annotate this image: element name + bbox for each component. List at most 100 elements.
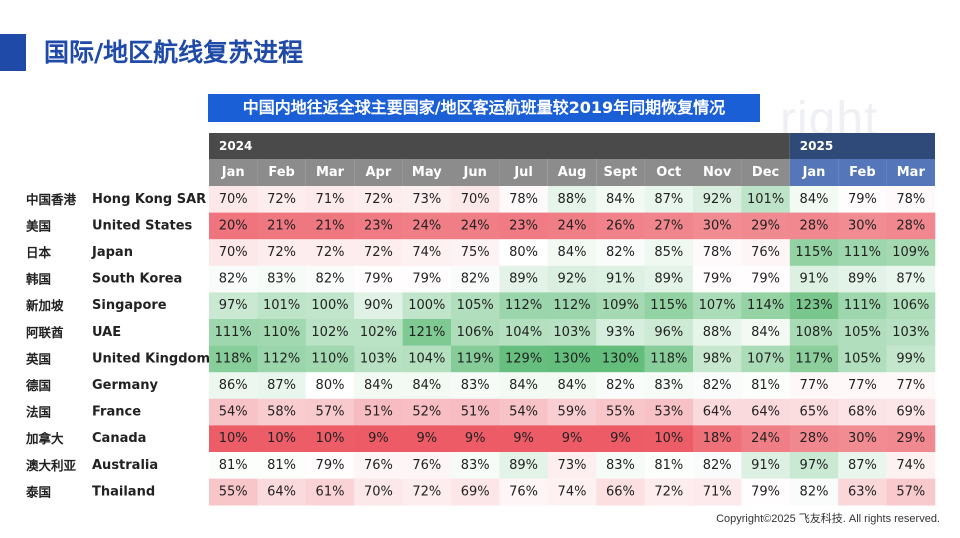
cell-value: 55% bbox=[219, 484, 248, 499]
cell-value: 93% bbox=[606, 325, 635, 340]
cell-value: 90% bbox=[364, 298, 393, 313]
heatmap-cell bbox=[209, 239, 258, 267]
cell-value: 103% bbox=[892, 325, 929, 340]
heatmap-cell bbox=[305, 292, 355, 320]
cell-value: 10% bbox=[219, 431, 248, 446]
cell-value: 55% bbox=[606, 405, 635, 420]
heatmap-cell bbox=[547, 239, 597, 267]
cell-value: 91% bbox=[800, 272, 829, 287]
cell-value: 112% bbox=[553, 298, 590, 313]
heatmap-cell bbox=[354, 186, 403, 213]
heatmap-cell bbox=[209, 319, 258, 346]
heatmap-cell bbox=[741, 265, 791, 293]
heatmap-cell bbox=[354, 398, 403, 426]
cell-value: 82% bbox=[219, 272, 248, 287]
cell-value: 84% bbox=[751, 325, 780, 340]
heatmap-cell bbox=[886, 372, 936, 400]
heatmap-cell bbox=[209, 186, 258, 213]
cell-value: 9% bbox=[368, 431, 389, 446]
cell-value: 89% bbox=[848, 272, 877, 287]
heatmap-cell bbox=[644, 372, 694, 400]
heatmap-cell bbox=[257, 425, 307, 453]
month-header-cell bbox=[451, 159, 500, 186]
cell-value: 78% bbox=[703, 245, 732, 260]
heatmap-cell bbox=[354, 478, 403, 506]
heatmap-cell bbox=[693, 372, 742, 400]
heatmap-cell bbox=[209, 345, 258, 373]
heatmap-cell bbox=[886, 212, 936, 240]
cell-value: 30% bbox=[848, 218, 877, 233]
cell-value: 26% bbox=[606, 218, 635, 233]
cell-value: 66% bbox=[606, 484, 635, 499]
cell-value: 10% bbox=[654, 431, 683, 446]
heatmap-cell bbox=[693, 319, 742, 346]
cell-value: 51% bbox=[461, 405, 490, 420]
cell-value: 82% bbox=[703, 458, 732, 473]
row-label-cn: 韩国 bbox=[26, 272, 51, 287]
cell-value: 103% bbox=[553, 325, 590, 340]
heatmap-cell bbox=[886, 186, 936, 213]
heatmap-cell bbox=[402, 292, 452, 320]
cell-value: 119% bbox=[457, 351, 494, 366]
cell-value: 54% bbox=[219, 405, 248, 420]
cell-value: 70% bbox=[364, 484, 393, 499]
heatmap-cell bbox=[499, 452, 549, 479]
cell-value: 114% bbox=[747, 298, 784, 313]
cell-value: 29% bbox=[896, 431, 925, 446]
cell-value: 77% bbox=[896, 378, 925, 393]
cell-value: 81% bbox=[751, 378, 780, 393]
heatmap-cell bbox=[499, 292, 549, 320]
cell-value: 84% bbox=[364, 378, 393, 393]
heatmap-cell bbox=[305, 212, 355, 240]
cell-value: 24% bbox=[558, 218, 587, 233]
heatmap-cell bbox=[886, 452, 936, 479]
cell-value: 23% bbox=[364, 218, 393, 233]
cell-value: 83% bbox=[461, 458, 490, 473]
heatmap-cell bbox=[838, 345, 887, 373]
heatmap-cell bbox=[547, 319, 597, 346]
month-header-cell bbox=[886, 159, 935, 186]
month-label: Jun bbox=[463, 165, 487, 180]
cell-value: 77% bbox=[848, 378, 877, 393]
cell-value: 71% bbox=[316, 192, 345, 207]
heatmap-cell bbox=[789, 345, 839, 373]
cell-value: 79% bbox=[703, 272, 732, 287]
cell-value: 76% bbox=[412, 458, 441, 473]
cell-value: 83% bbox=[654, 378, 683, 393]
cell-value: 52% bbox=[412, 405, 441, 420]
heatmap-cell bbox=[596, 186, 645, 213]
cell-value: 86% bbox=[219, 378, 248, 393]
cell-value: 18% bbox=[703, 431, 732, 446]
month-label: Feb bbox=[849, 165, 875, 180]
heatmap-cell bbox=[451, 425, 500, 453]
row-label-cn: 美国 bbox=[26, 218, 51, 233]
cell-value: 121% bbox=[408, 325, 445, 340]
heatmap-cell bbox=[499, 478, 549, 506]
cell-value: 105% bbox=[844, 351, 881, 366]
heatmap-cell bbox=[257, 345, 307, 373]
cell-value: 100% bbox=[408, 298, 445, 313]
cell-value: 28% bbox=[800, 218, 829, 233]
cell-value: 24% bbox=[461, 218, 490, 233]
heatmap-cell bbox=[451, 212, 500, 240]
cell-value: 118% bbox=[650, 351, 687, 366]
heatmap-cell bbox=[402, 478, 452, 506]
row-label-en: France bbox=[92, 405, 141, 420]
cell-value: 69% bbox=[461, 484, 490, 499]
heatmap-cell bbox=[741, 398, 791, 426]
cell-value: 28% bbox=[896, 218, 925, 233]
row-label-en: United Kingdom bbox=[92, 351, 210, 366]
row-label-en: UAE bbox=[92, 325, 121, 340]
heatmap-cell bbox=[596, 478, 645, 506]
cell-value: 96% bbox=[654, 325, 683, 340]
heatmap-cell bbox=[257, 239, 307, 267]
row-label-cn: 澳大利亚 bbox=[26, 458, 77, 473]
cell-value: 102% bbox=[360, 325, 397, 340]
cell-value: 87% bbox=[896, 272, 925, 287]
heatmap-cell bbox=[789, 372, 839, 400]
heatmap-cell bbox=[789, 425, 839, 453]
row-label-en: Thailand bbox=[92, 484, 155, 499]
heatmap-cell bbox=[838, 212, 887, 240]
cell-value: 57% bbox=[316, 405, 345, 420]
cell-value: 81% bbox=[267, 458, 296, 473]
